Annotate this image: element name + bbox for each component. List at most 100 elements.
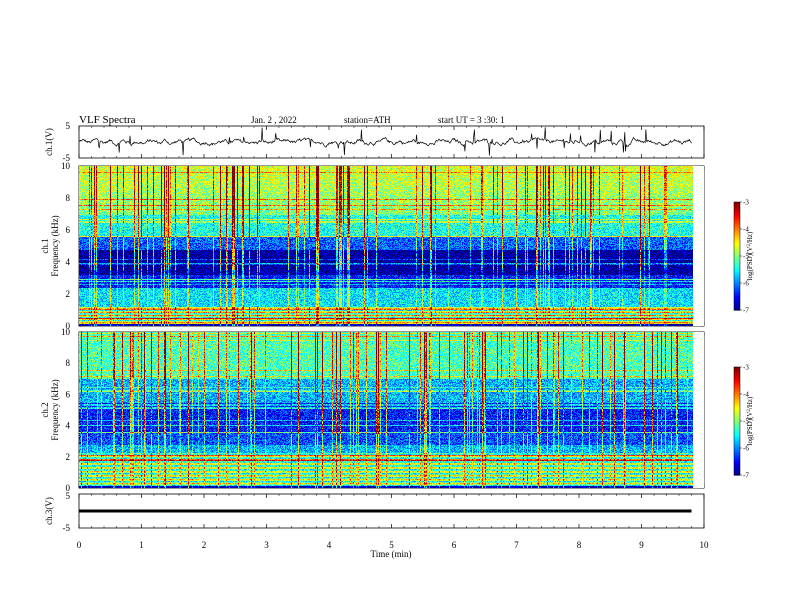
colorbar-swatch xyxy=(734,297,740,300)
colorbar-tick-label: -6 xyxy=(743,280,749,288)
date-label: Jan. 2 , 2022 xyxy=(251,115,297,125)
colorbar-swatch xyxy=(734,245,740,248)
colorbar-swatch xyxy=(734,308,740,311)
colorbar-swatch xyxy=(734,386,740,390)
colorbar-label: log(PSD)(V2/Hz) xyxy=(746,231,754,280)
ch1-spectrogram-ylabel-ch: ch.1 xyxy=(40,238,50,253)
colorbar-swatch xyxy=(734,283,740,286)
colorbar-swatch xyxy=(734,410,740,413)
ch2-colorbar: -3 -4 -5 -6 -7 log(PSD)(V2/Hz) xyxy=(733,364,754,480)
colorbar-swatch xyxy=(734,404,740,408)
colorbar-swatch xyxy=(734,430,740,433)
colorbar-swatch xyxy=(734,236,740,239)
colorbar-swatch xyxy=(734,460,740,463)
colorbar-swatch xyxy=(734,464,740,467)
y-tick-label: 6 xyxy=(66,225,71,235)
colorbar-swatch xyxy=(734,449,740,453)
colorbar-swatch xyxy=(734,473,740,476)
colorbar-swatch xyxy=(734,239,740,243)
colorbar-swatch xyxy=(734,426,740,429)
colorbar-swatch xyxy=(734,214,740,217)
colorbar-swatch xyxy=(734,306,740,309)
x-tick-label: 8 xyxy=(577,540,582,550)
ch1-ytick-top: 5 xyxy=(66,121,71,131)
colorbar-label-sup: 2 xyxy=(747,244,752,247)
y-tick-label: 4 xyxy=(66,421,71,431)
colorbar-swatch xyxy=(734,212,740,216)
colorbar-swatch xyxy=(734,259,740,262)
y-tick-label: 0 xyxy=(66,483,71,493)
colorbar-swatch xyxy=(734,367,740,370)
colorbar-tick-label: -3 xyxy=(743,364,749,372)
colorbar-swatch xyxy=(734,304,740,307)
ch1-ytick-bottom: -5 xyxy=(63,153,71,163)
y-tick-label: 2 xyxy=(66,452,71,462)
colorbar-swatch xyxy=(734,439,740,442)
colorbar-swatch xyxy=(734,385,740,388)
x-tick-label: 3 xyxy=(264,540,269,550)
colorbar-swatch xyxy=(734,440,740,444)
colorbar-swatch xyxy=(734,466,740,469)
colorbar-swatch xyxy=(734,433,740,436)
colorbar-swatch xyxy=(734,390,740,393)
colorbar-swatch xyxy=(734,435,740,438)
ch3-ytick-top: 5 xyxy=(66,491,71,501)
y-tick-label: 2 xyxy=(66,289,71,299)
colorbar-swatch xyxy=(734,256,740,259)
colorbar-swatch xyxy=(734,295,740,298)
ch1-ylabel: ch.1(V) xyxy=(44,128,54,156)
colorbar-swatch xyxy=(734,467,740,471)
ch2-spectrogram-ylabel-freq: Frequency (kHz) xyxy=(50,379,60,440)
colorbar-swatch xyxy=(734,279,740,282)
colorbar-swatch xyxy=(734,424,740,427)
ch2-spectrogram-image xyxy=(79,332,704,488)
colorbar-swatch xyxy=(734,248,740,252)
colorbar-swatch xyxy=(734,388,740,391)
colorbar-swatch xyxy=(734,284,740,288)
colorbar-swatch xyxy=(734,288,740,291)
colorbar-swatch xyxy=(734,227,740,230)
colorbar-swatch xyxy=(734,394,740,397)
colorbar-swatch xyxy=(734,301,740,304)
colorbar-swatch xyxy=(734,376,740,379)
colorbar-tick-label: -5 xyxy=(743,418,749,426)
colorbar-swatch xyxy=(734,207,740,210)
ch1-spectrogram-image xyxy=(79,166,704,326)
colorbar-swatch xyxy=(734,406,740,409)
colorbar-swatch xyxy=(734,442,740,445)
colorbar-swatch xyxy=(734,229,740,232)
colorbar-swatch xyxy=(734,238,740,241)
colorbar-swatch xyxy=(734,216,740,219)
colorbar-tick-label: -6 xyxy=(743,445,749,453)
colorbar-tick-label: -4 xyxy=(743,391,749,399)
colorbar-swatch xyxy=(734,243,740,246)
colorbar-swatch xyxy=(734,448,740,451)
colorbar-swatch xyxy=(734,241,740,244)
colorbar-swatch xyxy=(734,218,740,221)
x-tick-label: 0 xyxy=(77,540,82,550)
colorbar-swatch xyxy=(734,277,740,280)
colorbar-swatch xyxy=(734,471,740,474)
colorbar-swatch xyxy=(734,270,740,273)
colorbar-swatch xyxy=(734,455,740,458)
colorbar-swatch xyxy=(734,257,740,261)
colorbar-swatch xyxy=(734,293,740,297)
colorbar-swatch xyxy=(734,234,740,237)
colorbar-swatch xyxy=(734,223,740,226)
colorbar-swatch xyxy=(734,274,740,277)
colorbar-swatch xyxy=(734,230,740,234)
y-tick-label: 6 xyxy=(66,389,71,399)
x-tick-label: 4 xyxy=(327,540,332,550)
colorbar-swatch xyxy=(734,261,740,264)
ch2-spectrogram-ylabel-ch: ch.2 xyxy=(40,402,50,417)
colorbar-swatch xyxy=(734,209,740,212)
colorbar-swatch xyxy=(734,415,740,418)
colorbar-label-tail: /Hz) xyxy=(746,396,754,409)
colorbar-swatch xyxy=(734,232,740,235)
colorbar-swatch xyxy=(734,250,740,253)
ch3-ylabel: ch.3(V) xyxy=(44,497,54,525)
colorbar-swatch xyxy=(734,205,740,208)
y-tick-label: 8 xyxy=(66,358,71,368)
colorbar-swatch xyxy=(734,428,740,431)
colorbar-swatch xyxy=(734,392,740,395)
